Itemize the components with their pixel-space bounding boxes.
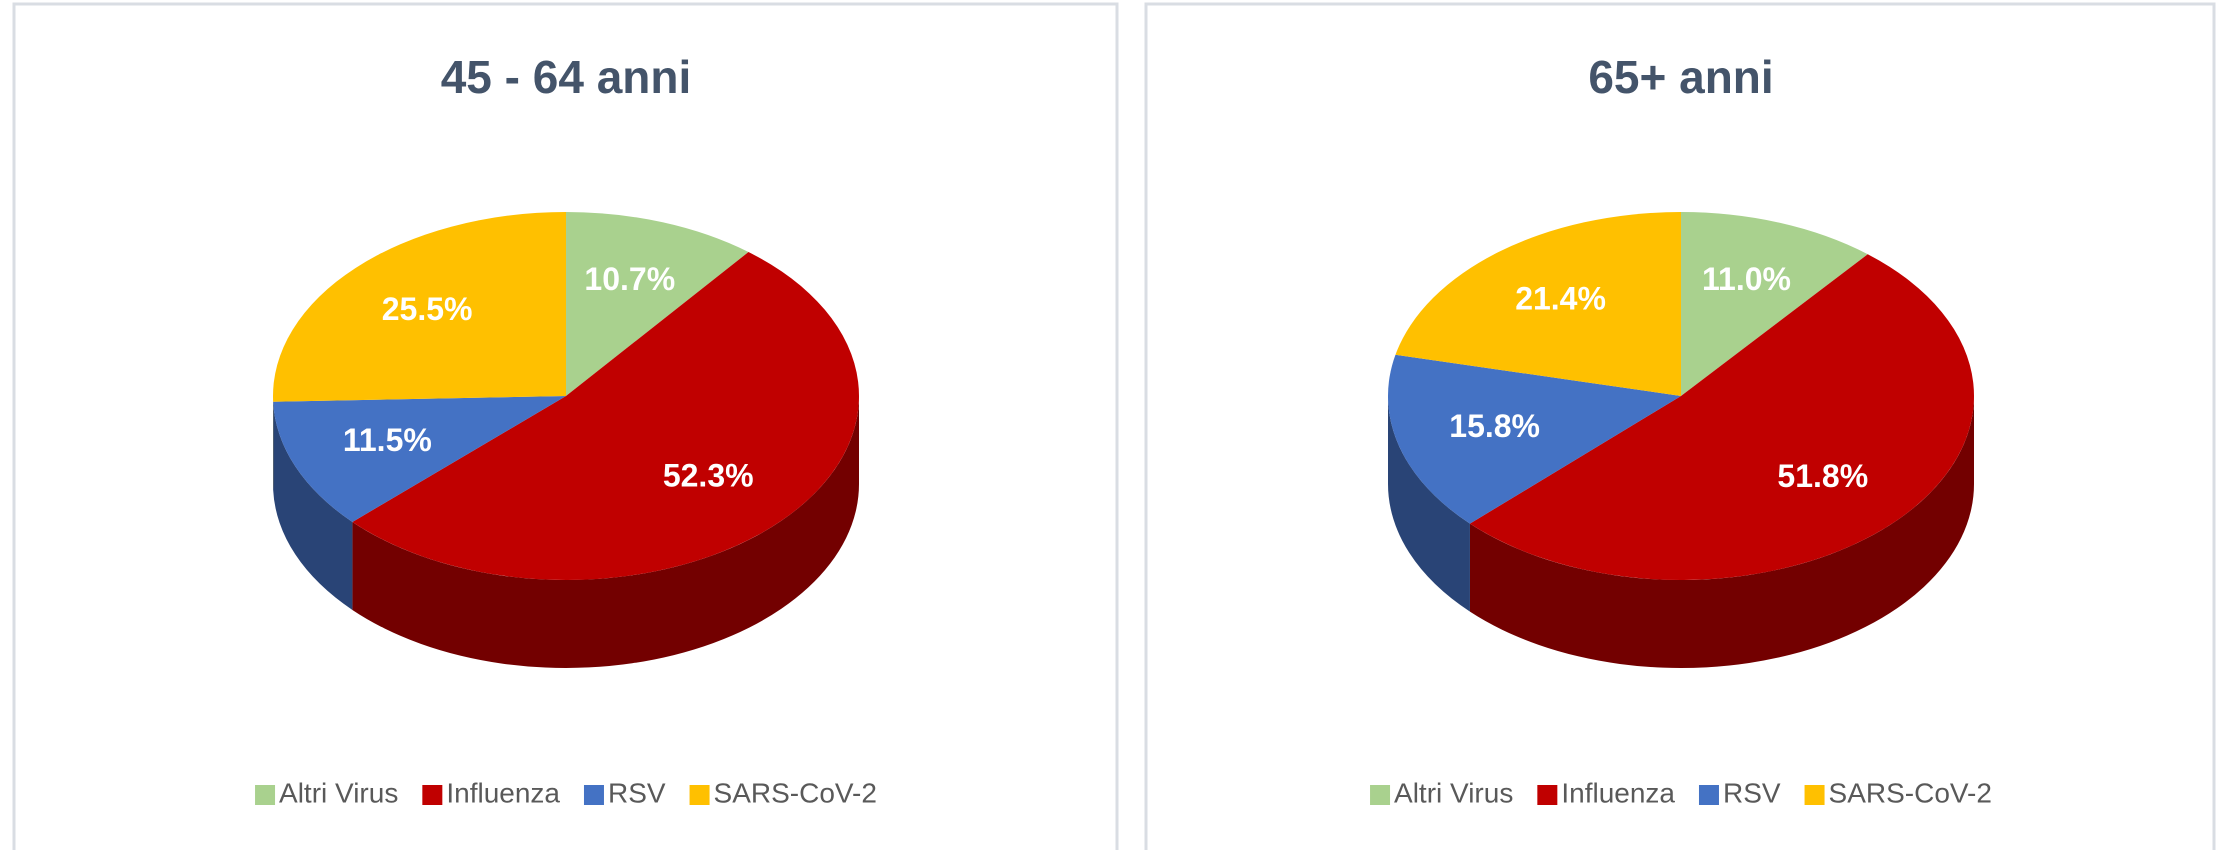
legend-swatch: [1370, 785, 1391, 805]
slice-side: [1469, 396, 1974, 668]
legend: Altri Virus Influenza RSV SARS-CoV-2: [255, 777, 877, 808]
slice-side: [352, 396, 859, 668]
legend: Altri Virus Influenza RSV SARS-CoV-2: [1370, 777, 1992, 808]
chart-title: 65+ anni: [1588, 51, 1773, 103]
legend-swatch: [1698, 785, 1719, 805]
legend-label: Altri Virus: [279, 777, 398, 808]
pie-slice: [1469, 254, 1975, 581]
pie-slice: [1395, 212, 1681, 396]
legend-label: Influenza: [1561, 777, 1675, 808]
legend-label: SARS-CoV-2: [1829, 777, 1992, 808]
legend-swatch: [1537, 785, 1558, 805]
legend-label: SARS-CoV-2: [714, 777, 877, 808]
value-label: 52.3%: [663, 458, 754, 494]
pie-slice: [352, 252, 860, 581]
slice-side: [1388, 396, 1470, 612]
legend-label: Altri Virus: [1394, 777, 1513, 808]
legend-swatch: [583, 785, 604, 805]
pie-slice: [1681, 212, 1868, 396]
legend-label: RSV: [1723, 777, 1781, 808]
value-label: 11.0%: [1702, 261, 1791, 297]
legend-swatch: [255, 785, 276, 805]
value-label: 25.5%: [382, 291, 473, 327]
value-label: 51.8%: [1777, 458, 1868, 494]
value-label: 11.5%: [343, 422, 432, 458]
chart-title: 45 - 64 anni: [441, 51, 692, 103]
slice-side: [273, 401, 353, 610]
legend-swatch: [689, 785, 710, 805]
legend-swatch: [1804, 785, 1825, 805]
pie-slice: [273, 212, 566, 402]
legend-label: RSV: [608, 777, 666, 808]
legend-swatch: [422, 785, 443, 805]
pie-slice: [273, 396, 566, 522]
value-label: 21.4%: [1515, 280, 1606, 316]
pie-slice: [566, 212, 749, 396]
value-label: 10.7%: [584, 261, 675, 297]
value-label: 15.8%: [1449, 408, 1540, 444]
pie-slice: [1388, 354, 1681, 524]
legend-label: Influenza: [446, 777, 560, 808]
